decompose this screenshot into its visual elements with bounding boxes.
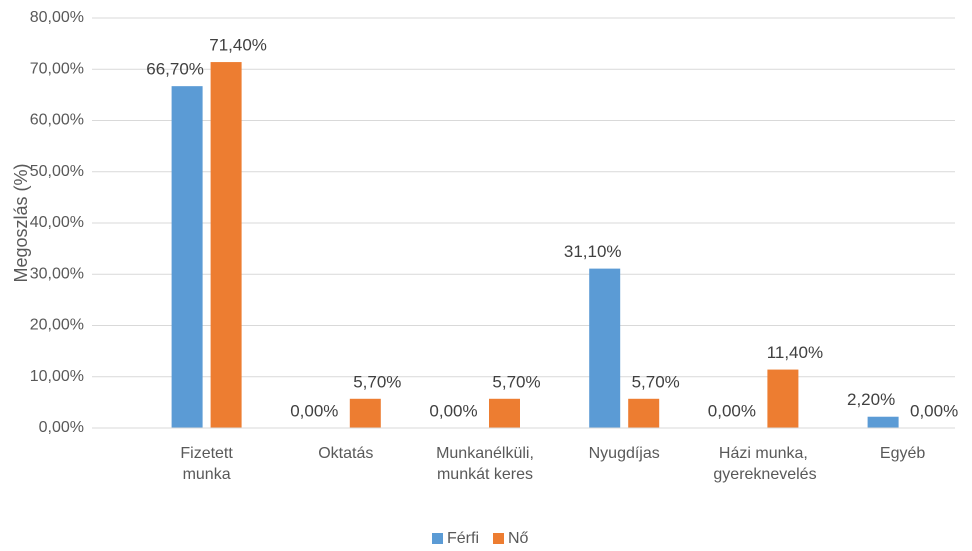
y-tick-label: 70,00% xyxy=(30,60,84,77)
y-tick-label: 10,00% xyxy=(30,368,84,385)
x-tick-label: Nyugdíjas xyxy=(588,445,660,462)
value-label: 0,00% xyxy=(290,401,338,420)
bar xyxy=(171,86,203,428)
bar xyxy=(767,369,799,428)
y-tick-label: 0,00% xyxy=(39,419,84,436)
bar xyxy=(867,416,899,428)
x-tick-label: Fizetett munka xyxy=(180,445,233,483)
value-label: 2,20% xyxy=(847,390,895,409)
y-tick-label: 50,00% xyxy=(30,163,84,180)
y-tick-label: 20,00% xyxy=(30,317,84,334)
value-label: 0,00% xyxy=(429,401,477,420)
bar xyxy=(349,398,381,428)
x-tick-label: Házi munka, gyereknevelés xyxy=(713,445,817,483)
legend-label: Nő xyxy=(508,530,529,547)
bar xyxy=(489,398,520,428)
value-label: 31,10% xyxy=(564,242,622,261)
y-tick-label: 30,00% xyxy=(30,265,84,282)
bar xyxy=(210,62,242,428)
y-axis-title: Megoszlás (%) xyxy=(11,163,31,282)
value-label: 5,70% xyxy=(632,372,680,391)
y-tick-label: 60,00% xyxy=(30,112,84,129)
value-label: 11,40% xyxy=(767,343,823,362)
legend-swatch xyxy=(432,533,443,544)
legend-label: Férfi xyxy=(447,530,479,547)
value-label: 5,70% xyxy=(353,372,401,391)
value-label: 0,00% xyxy=(708,401,756,420)
value-label: 0,00% xyxy=(910,401,958,420)
bar xyxy=(628,398,660,428)
x-tick-label: Oktatás xyxy=(318,445,374,462)
value-label: 66,70% xyxy=(146,60,204,79)
y-tick-label: 80,00% xyxy=(30,9,84,26)
bar xyxy=(589,268,621,428)
x-tick-label: Munkanélküli, munkát keres xyxy=(436,445,534,483)
y-tick-label: 40,00% xyxy=(30,214,84,231)
legend-swatch xyxy=(493,533,504,544)
x-tick-label: Egyéb xyxy=(879,445,926,462)
value-label: 5,70% xyxy=(492,372,540,391)
value-label: 71,40% xyxy=(209,36,267,55)
